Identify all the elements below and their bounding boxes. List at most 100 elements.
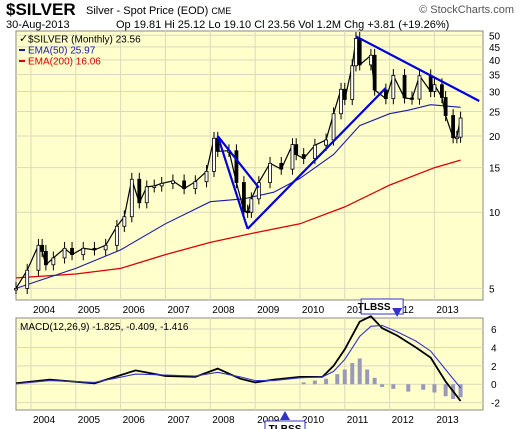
price-bar-body xyxy=(454,136,459,140)
price-bar-body xyxy=(383,89,388,100)
price-y-tick-label: 30 xyxy=(489,87,501,98)
price-layer xyxy=(14,32,463,295)
price-x-tick-label: 2008 xyxy=(212,305,235,316)
price-bar-body xyxy=(294,144,299,155)
price-bar-body xyxy=(443,97,448,116)
price-bar-body xyxy=(324,139,328,146)
macd-histogram-bar xyxy=(324,378,329,385)
price-bar-body xyxy=(245,210,250,214)
price-bar-body xyxy=(182,180,187,189)
price-bar-body xyxy=(241,182,246,212)
ema50-line xyxy=(15,104,461,289)
macd-histogram-bar xyxy=(335,374,340,385)
price-bar-body xyxy=(103,244,108,251)
price-bar-body xyxy=(171,180,175,184)
price-bar-body xyxy=(204,170,209,183)
price-bar-body xyxy=(234,150,239,183)
ema200-layer xyxy=(15,159,461,279)
price-bar-body xyxy=(357,38,362,66)
price-bar-body xyxy=(144,186,149,204)
price-bar-body xyxy=(301,154,306,159)
macd-histogram-bar xyxy=(312,380,317,385)
macd-x-tick-label: 2007 xyxy=(167,415,190,426)
quote-summary: Op 19.81 Hi 25.12 Lo 19.10 Cl 23.56 Vol … xyxy=(116,19,449,31)
price-bar-body xyxy=(428,75,433,92)
macd-histogram-bar xyxy=(443,384,448,397)
macd-y-tick-label: 2 xyxy=(491,362,497,373)
down-arrow-icon xyxy=(392,308,403,317)
price-x-tick-label: 2009 xyxy=(257,305,280,316)
price-y-tick-label: 25 xyxy=(489,108,501,119)
price-x-tick-label: 2013 xyxy=(436,305,459,316)
price-bar-body xyxy=(432,84,437,92)
price-bar-body xyxy=(417,75,422,100)
legend-label: EMA(200) 16.06 xyxy=(28,57,101,68)
price-bar-body xyxy=(342,88,347,100)
up-arrow-icon xyxy=(279,411,290,420)
price-x-tick-label: 2011 xyxy=(347,305,369,316)
macd-y-tick-label: -2 xyxy=(491,399,500,410)
chart-instrument-name: Silver - Spot Price (EOD) CME xyxy=(86,5,231,17)
macd-y-tick-label: 4 xyxy=(491,343,497,354)
price-bar-body xyxy=(331,113,336,141)
legend-label: $SILVER (Monthly) 23.56 xyxy=(28,35,141,46)
price-y-tick-label: 35 xyxy=(489,71,501,82)
macd-x-tick-label: 2013 xyxy=(436,415,459,426)
macd-histogram-bar xyxy=(458,384,463,398)
macd-histogram-bar xyxy=(301,382,306,385)
stockcharts-watermark: © StockCharts.com xyxy=(419,4,514,16)
price-bar-body xyxy=(51,257,56,266)
macd-histogram-bar xyxy=(365,369,370,385)
trendline xyxy=(216,135,249,230)
price-bar-body xyxy=(212,137,216,172)
macd-legend: MACD(12,26,9) -1.825, -0.409, -1.416 xyxy=(20,322,189,333)
tlbss-label: TLBSS xyxy=(269,424,302,429)
price-bar-body xyxy=(129,178,134,218)
price-bar-body xyxy=(458,117,463,138)
chart-symbol: $SILVER xyxy=(6,0,76,19)
instrument-name: Silver - Spot Price (EOD) xyxy=(86,5,209,17)
price-bar-body xyxy=(451,115,456,139)
price-x-tick-label: 2006 xyxy=(123,305,146,316)
legend-icon: ✓ xyxy=(19,33,28,45)
macd-histogram-layer xyxy=(301,358,463,399)
price-bar-body xyxy=(40,244,45,252)
price-bar-body xyxy=(137,178,142,204)
macd-legend-label: MACD(12,26,9) -1.825, -0.409, -1.416 xyxy=(20,322,189,333)
price-bar-body xyxy=(402,75,407,99)
price-bar-body xyxy=(152,185,157,188)
price-x-tick-label: 2007 xyxy=(167,305,190,316)
macd-histogram-bar xyxy=(421,384,426,390)
trendline xyxy=(216,135,260,189)
price-bar-body xyxy=(350,65,355,100)
price-bar-body xyxy=(14,288,18,291)
price-bar-body xyxy=(193,181,198,189)
price-bar-body xyxy=(114,225,119,246)
macd-histogram-bar xyxy=(391,384,396,389)
price-y-tick-label: 5 xyxy=(489,284,495,295)
price-bar-body xyxy=(159,182,164,187)
price-bar-body xyxy=(81,247,86,256)
price-x-tick-label: 2005 xyxy=(78,305,101,316)
macd-x-tick-label: 2004 xyxy=(33,415,56,426)
macd-x-tick-label: 2006 xyxy=(123,415,146,426)
price-bar-body xyxy=(312,144,317,159)
ema200-line xyxy=(15,159,461,279)
price-bar-body xyxy=(122,216,127,227)
price-y-tick-label: 45 xyxy=(489,43,501,54)
price-y-tick-label: 50 xyxy=(489,31,501,42)
price-bar-body xyxy=(410,97,414,100)
price-panel xyxy=(15,30,484,301)
price-y-tick-label: 10 xyxy=(489,208,501,219)
macd-lines-layer xyxy=(15,315,462,402)
macd-histogram-bar xyxy=(350,363,355,385)
macd-panel xyxy=(15,317,484,411)
macd-y-axis: -2 0 2 4 6 xyxy=(491,325,500,410)
macd-x-tick-label: 2008 xyxy=(212,415,235,426)
macd-x-axis: 2004200520062007200820092010201120122013 xyxy=(33,415,459,426)
macd-x-tick-label: 2010 xyxy=(302,415,325,426)
price-bar-body xyxy=(268,162,272,183)
price-bar-body xyxy=(339,88,343,115)
